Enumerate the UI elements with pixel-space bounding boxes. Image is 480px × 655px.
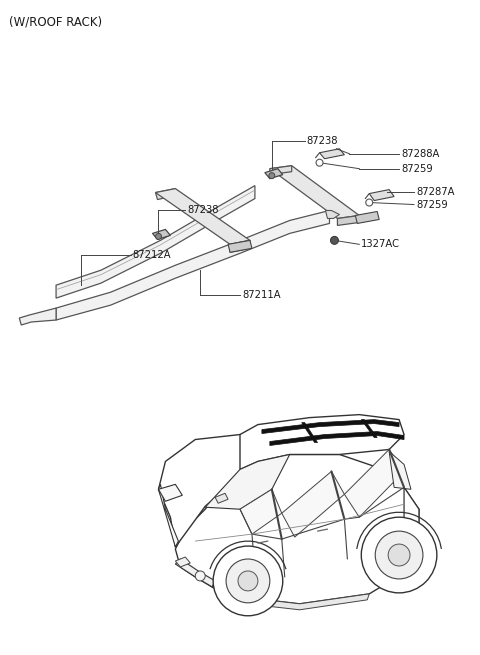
Polygon shape xyxy=(337,215,360,225)
Polygon shape xyxy=(240,415,404,470)
Polygon shape xyxy=(56,185,255,298)
Polygon shape xyxy=(270,166,292,175)
Polygon shape xyxy=(320,149,344,159)
Circle shape xyxy=(238,571,258,591)
Text: 1327AC: 1327AC xyxy=(361,239,400,250)
Text: 87259: 87259 xyxy=(416,200,448,210)
Circle shape xyxy=(156,233,161,239)
Polygon shape xyxy=(325,210,339,219)
Circle shape xyxy=(316,159,323,166)
Polygon shape xyxy=(369,189,394,200)
Polygon shape xyxy=(282,472,344,537)
Polygon shape xyxy=(153,229,170,239)
Text: 87211A: 87211A xyxy=(242,290,281,300)
Text: 87238: 87238 xyxy=(187,206,219,215)
Polygon shape xyxy=(158,484,179,547)
Text: (W/ROOF RACK): (W/ROOF RACK) xyxy=(9,15,102,28)
Polygon shape xyxy=(156,189,250,244)
Polygon shape xyxy=(238,594,369,610)
Polygon shape xyxy=(361,420,377,438)
Text: 87238: 87238 xyxy=(307,136,338,146)
Polygon shape xyxy=(56,210,329,320)
Polygon shape xyxy=(19,308,56,325)
Polygon shape xyxy=(228,240,252,252)
Circle shape xyxy=(330,236,338,244)
Polygon shape xyxy=(355,212,379,223)
Circle shape xyxy=(361,517,437,593)
Polygon shape xyxy=(404,487,419,567)
Circle shape xyxy=(375,531,423,579)
Polygon shape xyxy=(158,434,290,547)
Polygon shape xyxy=(240,489,282,534)
Polygon shape xyxy=(215,493,228,503)
Circle shape xyxy=(226,559,270,603)
Circle shape xyxy=(213,546,283,616)
Polygon shape xyxy=(389,451,411,489)
Polygon shape xyxy=(175,559,215,587)
Polygon shape xyxy=(175,557,190,567)
Text: 87288A: 87288A xyxy=(401,149,439,159)
Text: 87287A: 87287A xyxy=(416,187,455,196)
Text: 87259: 87259 xyxy=(401,164,433,174)
Polygon shape xyxy=(265,169,283,179)
Circle shape xyxy=(195,571,205,581)
Polygon shape xyxy=(205,455,290,509)
Text: 87212A: 87212A xyxy=(132,250,171,260)
Polygon shape xyxy=(230,240,250,252)
Polygon shape xyxy=(344,449,404,517)
Circle shape xyxy=(366,199,373,206)
Polygon shape xyxy=(262,420,399,434)
Polygon shape xyxy=(270,166,360,219)
Circle shape xyxy=(388,544,410,566)
Polygon shape xyxy=(175,455,419,604)
Polygon shape xyxy=(270,432,404,445)
Circle shape xyxy=(269,173,275,179)
Polygon shape xyxy=(156,189,175,200)
Polygon shape xyxy=(301,422,318,443)
Polygon shape xyxy=(409,504,419,539)
Polygon shape xyxy=(158,484,182,501)
